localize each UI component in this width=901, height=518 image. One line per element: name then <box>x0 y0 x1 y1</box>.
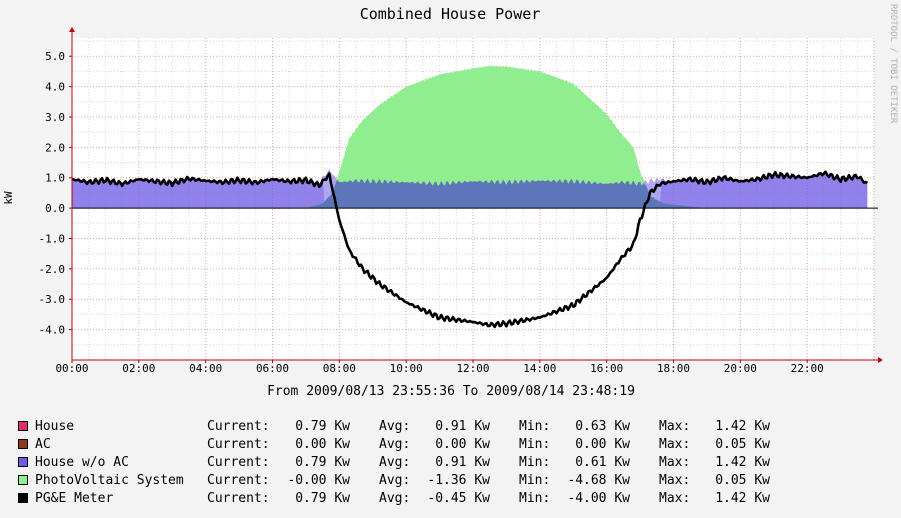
legend-name: AC <box>35 437 51 452</box>
legend-max-label: Max: <box>659 473 691 488</box>
y-tick-label: 1.0 <box>45 172 65 185</box>
x-tick-labels: 00:00 02:00 04:00 06:00 08:00 10:00 12:00 14:00… <box>55 360 824 375</box>
y-tick-labels: 5.0 4.0 3.0 2.0 1.0 0.0 -1.0 -2.0 -3.0 -4.0 <box>39 50 72 337</box>
y-tick-label: 2.0 <box>45 141 65 154</box>
x-tick-label: 08:00 <box>323 362 356 375</box>
legend-avg-value: 0.91 Kw <box>435 419 490 434</box>
legend-min-value: 0.61 Kw <box>575 455 630 470</box>
legend-swatch <box>18 475 28 485</box>
watermark-text: RRDTOOL / TOBI OETIKER <box>888 4 898 124</box>
pge-meter-line <box>72 170 869 329</box>
legend-max-value: 1.42 Kw <box>715 455 770 470</box>
legend-avg-value: 0.91 Kw <box>435 455 490 470</box>
legend-current-value: 0.00 Kw <box>295 437 350 452</box>
legend-row-ac: AC Current: 0.00 Kw Avg: 0.00 Kw Min: 0.00 Kw M… <box>18 436 798 454</box>
x-tick-label: 00:00 <box>55 362 88 375</box>
legend-min-value: -4.68 Kw <box>567 473 630 488</box>
y-tick-label: -1.0 <box>39 232 66 245</box>
y-tick-label: 0.0 <box>45 202 65 215</box>
legend-swatch <box>18 493 28 503</box>
legend-max-value: 0.05 Kw <box>715 473 770 488</box>
legend-row-photovoltaic: PhotoVoltaic System Current: -0.00 Kw Avg: -… <box>18 472 798 490</box>
legend-name: PhotoVoltaic System <box>35 473 184 488</box>
legend-avg-label: Avg: <box>379 473 411 488</box>
legend-current-label: Current: <box>207 455 270 470</box>
legend-swatch <box>18 439 28 449</box>
x-tick-label: 04:00 <box>189 362 222 375</box>
x-tick-label: 20:00 <box>724 362 757 375</box>
legend-name: PG&E Meter <box>35 491 114 506</box>
legend-avg-value: 0.00 Kw <box>435 437 490 452</box>
legend-max-value: 0.05 Kw <box>715 437 770 452</box>
photovoltaic-area <box>72 65 868 209</box>
x-tick-label: 02:00 <box>122 362 155 375</box>
legend: House Current: 0.79 Kw Avg: 0.91 Kw Min: 0.63 … <box>18 418 798 508</box>
legend-current-label: Current: <box>207 491 270 506</box>
time-period-label: From 2009/08/13 23:55:36 To 2009/08/14 2… <box>267 384 635 399</box>
legend-row-house: House Current: 0.79 Kw Avg: 0.91 Kw Min: 0.63 … <box>18 418 798 436</box>
legend-max-value: 1.42 Kw <box>715 419 770 434</box>
legend-min-value: -4.00 Kw <box>567 491 630 506</box>
legend-avg-label: Avg: <box>379 419 411 434</box>
y-tick-label: 4.0 <box>45 81 65 94</box>
legend-min-value: 0.63 Kw <box>575 419 630 434</box>
x-tick-label: 10:00 <box>390 362 423 375</box>
legend-avg-label: Avg: <box>379 437 411 452</box>
y-tick-label: 5.0 <box>45 50 65 63</box>
legend-current-label: Current: <box>207 473 270 488</box>
legend-min-value: 0.00 Kw <box>575 437 630 452</box>
legend-avg-label: Avg: <box>379 491 411 506</box>
legend-avg-value: -1.36 Kw <box>427 473 490 488</box>
x-tick-label: 18:00 <box>657 362 690 375</box>
legend-name: House <box>35 419 75 434</box>
x-tick-label: 12:00 <box>456 362 489 375</box>
legend-row-pge-meter: PG&E Meter Current: 0.79 Kw Avg: -0.45 Kw Min… <box>18 490 798 508</box>
legend-min-label: Min: <box>519 437 551 452</box>
legend-row-house-wo-ac: House w/o AC Current: 0.79 Kw Avg: 0.91 Kw Mi… <box>18 454 798 472</box>
chart-title: Combined House Power <box>360 5 541 23</box>
x-tick-label: 22:00 <box>791 362 824 375</box>
legend-current-label: Current: <box>207 419 270 434</box>
legend-max-label: Max: <box>659 437 691 452</box>
legend-max-label: Max: <box>659 455 691 470</box>
legend-swatch <box>18 457 28 467</box>
legend-avg-value: -0.45 Kw <box>427 491 490 506</box>
legend-current-value: 0.79 Kw <box>295 455 350 470</box>
x-tick-label: 16:00 <box>590 362 623 375</box>
legend-name: House w/o AC <box>35 455 129 470</box>
y-tick-label: -4.0 <box>39 324 66 337</box>
legend-current-value: -0.00 Kw <box>287 473 350 488</box>
y-axis-arrow <box>69 27 75 32</box>
legend-current-value: 0.79 Kw <box>295 491 350 506</box>
series-lines <box>72 170 869 329</box>
legend-current-label: Current: <box>207 437 270 452</box>
x-axis-arrow <box>878 357 883 363</box>
legend-min-label: Min: <box>519 455 551 470</box>
x-tick-label: 14:00 <box>523 362 556 375</box>
legend-max-value: 1.42 Kw <box>715 491 770 506</box>
y-axis-label: kW <box>2 191 15 205</box>
legend-current-value: 0.79 Kw <box>295 419 350 434</box>
legend-max-label: Max: <box>659 491 691 506</box>
x-tick-label: 06:00 <box>256 362 289 375</box>
legend-min-label: Min: <box>519 473 551 488</box>
legend-min-label: Min: <box>519 491 551 506</box>
y-tick-label: -2.0 <box>39 263 66 276</box>
legend-swatch <box>18 421 28 431</box>
legend-max-label: Max: <box>659 419 691 434</box>
y-tick-label: 3.0 <box>45 111 65 124</box>
y-tick-label: -3.0 <box>39 293 66 306</box>
legend-avg-label: Avg: <box>379 455 411 470</box>
legend-min-label: Min: <box>519 419 551 434</box>
